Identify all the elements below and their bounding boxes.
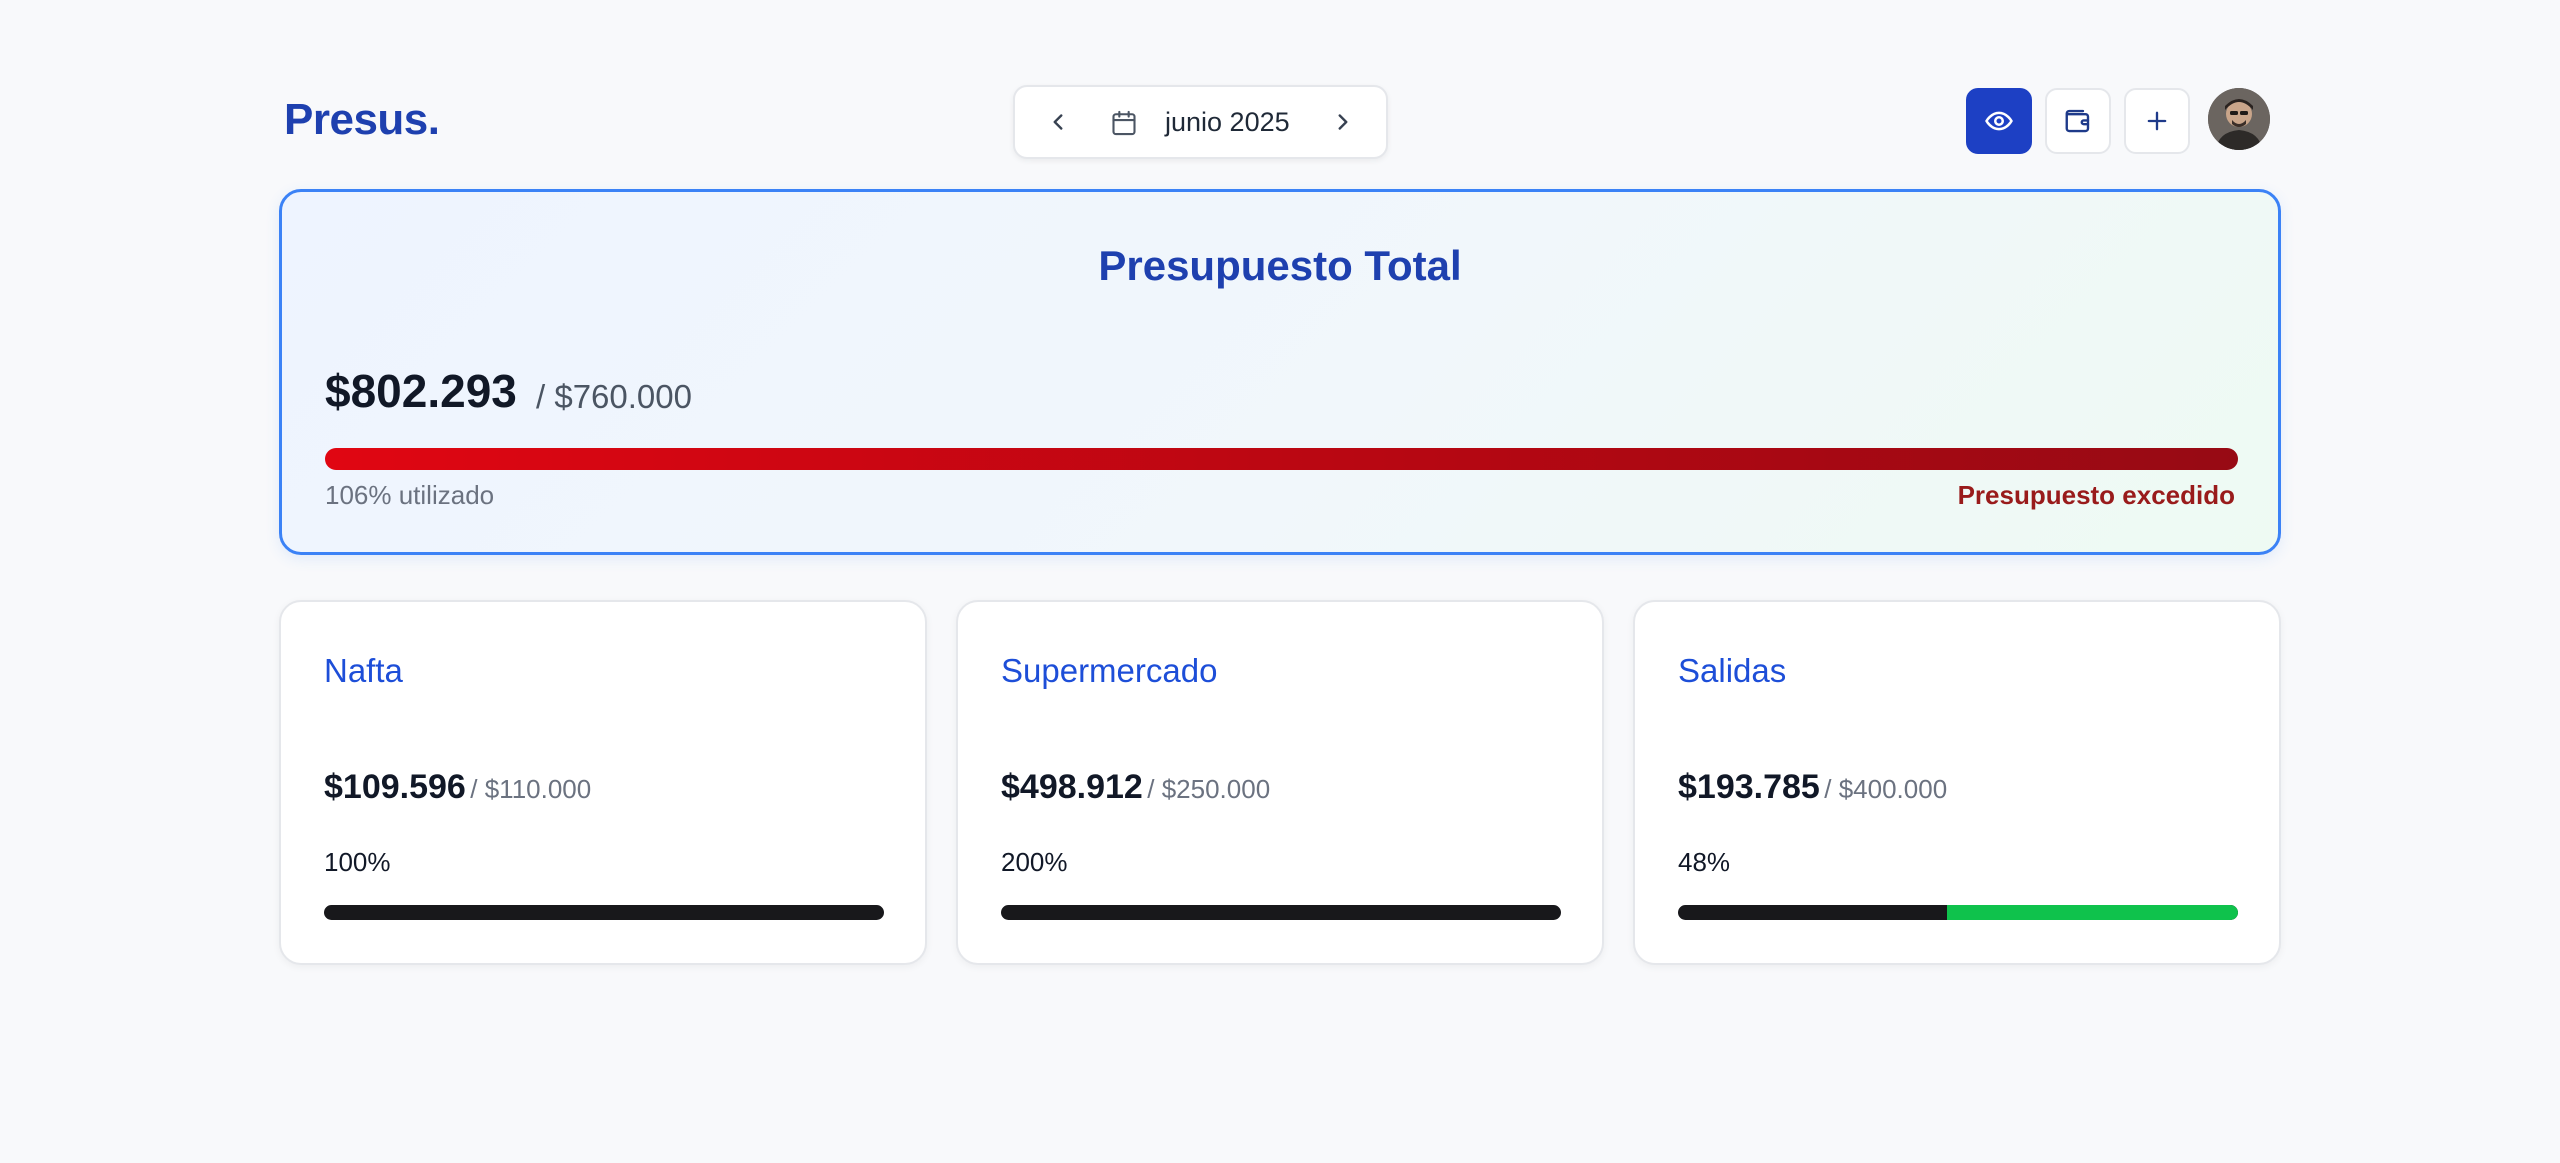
total-progress-bar: [325, 448, 2238, 470]
category-amount-row: $193.785 / $400.000: [1678, 768, 1947, 807]
total-budget-title: Presupuesto Total: [1098, 242, 1462, 289]
app-logo[interactable]: Presus.: [284, 95, 440, 144]
plus-icon: [2147, 111, 2167, 131]
category-card-supermercado[interactable]: Supermercado $498.912 / $250.000 200%: [956, 600, 1604, 965]
toggle-visibility-button[interactable]: [1966, 88, 2032, 154]
chevron-right-icon: [1338, 114, 1348, 130]
category-progress-bar: [1678, 905, 2238, 920]
category-percent: 200%: [1001, 847, 1068, 877]
category-progress-bar: [324, 905, 884, 920]
month-picker: junio 2025: [1013, 85, 1388, 159]
category-budget: / $400.000: [1824, 774, 1948, 804]
category-card-nafta[interactable]: Nafta $109.596 / $110.000 100%: [279, 600, 927, 965]
eye-icon: [1985, 111, 2013, 131]
category-spent: $193.785: [1678, 768, 1820, 806]
avatar-image: [2208, 88, 2270, 150]
current-month-label[interactable]: junio 2025: [1165, 107, 1290, 137]
add-expense-button[interactable]: [2124, 88, 2190, 154]
category-spent: $109.596: [324, 768, 466, 806]
wallet-button[interactable]: [2045, 88, 2111, 154]
user-avatar[interactable]: [2208, 88, 2270, 150]
total-budget-card: Presupuesto Total $802.293 / $760.000 10…: [279, 189, 2281, 555]
calendar-icon: [1112, 110, 1136, 136]
wallet-icon: [2065, 109, 2090, 133]
category-progress-remaining: [1946, 905, 2238, 920]
previous-month-button[interactable]: [1029, 93, 1087, 151]
category-percent: 48%: [1678, 847, 1731, 877]
category-budget: / $110.000: [470, 774, 592, 804]
category-progress-bar: [1001, 905, 1561, 920]
category-name: Nafta: [324, 652, 403, 689]
category-name: Supermercado: [1001, 652, 1218, 689]
category-percent: 100%: [324, 847, 391, 877]
total-spent-amount: $802.293: [325, 365, 517, 417]
budget-exceeded-label: Presupuesto excedido: [1957, 480, 2235, 510]
category-amount-row: $109.596 / $110.000: [324, 768, 591, 807]
category-amount-row: $498.912 / $250.000: [1001, 768, 1270, 807]
category-name: Salidas: [1678, 652, 1787, 689]
chevron-left-icon: [1053, 114, 1063, 130]
total-used-label: 106% utilizado: [325, 480, 495, 510]
next-month-button[interactable]: [1314, 93, 1372, 151]
total-budget-amount: / $760.000: [536, 378, 692, 415]
category-spent: $498.912: [1001, 768, 1143, 806]
category-budget: / $250.000: [1147, 774, 1271, 804]
category-card-salidas[interactable]: Salidas $193.785 / $400.000 48%: [1633, 600, 2281, 965]
